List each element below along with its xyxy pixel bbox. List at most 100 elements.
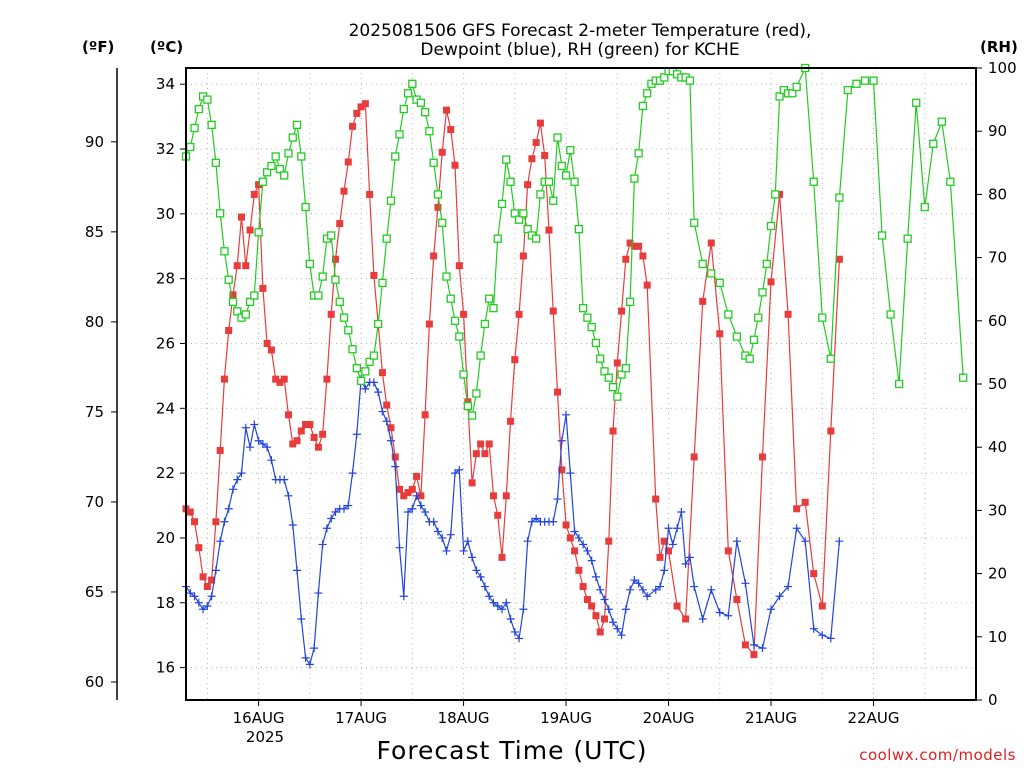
rh-point	[771, 190, 780, 199]
temperature-point	[558, 466, 566, 474]
temperature-point	[259, 284, 267, 292]
dewpoint-point	[241, 423, 250, 432]
dewpoint-point	[267, 456, 276, 465]
dewpoint-point	[327, 514, 336, 523]
dewpoint-point	[442, 546, 451, 555]
dewpoint-point	[429, 517, 438, 526]
rh-point	[245, 297, 255, 306]
temperature-point	[750, 651, 758, 659]
rh-point	[301, 202, 310, 212]
temperature-point	[447, 126, 455, 134]
dewpoint-point	[194, 598, 203, 607]
dewpoint-point	[651, 585, 660, 594]
rh-point	[318, 272, 327, 281]
rh-point	[788, 89, 797, 98]
dewpoint-point	[318, 540, 327, 549]
rh-point	[408, 79, 417, 88]
fahrenheit-tick-label: 70	[85, 493, 104, 511]
rh-point	[587, 322, 596, 332]
fahrenheit-tick-label: 75	[85, 403, 104, 421]
dewpoint-point	[493, 602, 502, 611]
temperature-point	[810, 570, 818, 578]
rh-unit-label: (RH)	[980, 38, 1018, 56]
temperature-point	[575, 566, 583, 574]
dewpoint-point	[455, 465, 464, 474]
rh-point	[600, 367, 609, 376]
temperature-point	[404, 489, 412, 497]
dewpoint-point	[288, 520, 297, 529]
rh-point	[314, 291, 323, 300]
celsius-tick-label: 18	[156, 594, 175, 612]
dewpoint-point	[510, 627, 519, 636]
rh-point	[356, 376, 366, 385]
temperature-point	[733, 596, 741, 604]
dewpoint-point	[617, 631, 626, 640]
rh-point	[420, 108, 430, 117]
temperature-point	[665, 547, 673, 555]
chart-title-line2: Dewpoint (blue), RH (green) for KCHE	[420, 40, 739, 60]
rh-point	[685, 76, 695, 85]
fahrenheit-tick-label: 65	[85, 583, 104, 601]
celsius-tick-label: 28	[156, 270, 175, 288]
temperature-point	[643, 281, 651, 289]
dewpoint-point	[685, 553, 694, 562]
temperature-point	[818, 602, 826, 610]
rh-point	[361, 367, 370, 376]
temperature-point	[596, 628, 604, 636]
dewpoint-point	[310, 644, 319, 653]
dewpoint-point	[331, 508, 340, 517]
temperature-point	[699, 297, 707, 305]
fahrenheit-tick-label: 80	[85, 313, 104, 331]
celsius-tick-label: 30	[156, 205, 175, 223]
dewpoint-point	[412, 491, 421, 500]
rh-point	[344, 326, 353, 335]
dewpoint-point	[792, 524, 801, 533]
rh-point	[809, 177, 818, 186]
dewpoint-point	[489, 598, 498, 607]
temperature-point	[349, 122, 357, 130]
grid-layer	[186, 68, 976, 700]
temperature-point	[361, 100, 369, 108]
rh-point	[536, 190, 545, 199]
credit-link[interactable]: coolwx.com/models	[859, 746, 1016, 764]
temperature-point	[767, 278, 775, 286]
rh-point	[762, 259, 771, 269]
temperature-point	[280, 375, 288, 383]
rh-point	[403, 89, 413, 98]
temperature-point	[502, 492, 510, 500]
dewpoint-point	[668, 540, 677, 549]
temperature-point	[656, 553, 664, 561]
rh-point	[818, 313, 827, 322]
temperature-point	[472, 450, 480, 458]
rh-point	[216, 209, 225, 218]
rh-point	[386, 196, 396, 205]
rh-point	[305, 259, 314, 269]
rh-point	[241, 310, 250, 319]
dewpoint-point	[741, 579, 750, 588]
dewpoint-point	[216, 537, 225, 546]
dewpoint-point	[574, 533, 583, 542]
rh-point	[186, 142, 195, 152]
dewpoint-point	[224, 504, 233, 513]
rh-point	[382, 234, 391, 243]
rh-point	[194, 104, 203, 114]
rh-point	[455, 332, 464, 341]
temperature-point	[383, 401, 391, 409]
rh-point	[519, 209, 528, 218]
temperature-point	[297, 427, 305, 435]
temperature-point	[460, 310, 468, 318]
plot-frame	[185, 67, 977, 701]
rh-point	[621, 364, 630, 373]
temperature-point	[554, 388, 562, 396]
rh-point	[604, 373, 613, 382]
temperature-point	[310, 433, 318, 441]
dewpoint-point	[707, 585, 716, 594]
dewpoint-point	[532, 514, 541, 523]
temperature-point	[468, 479, 476, 487]
dewpoint-point	[322, 524, 331, 533]
temperature-point	[541, 152, 549, 160]
dewpoint-point	[476, 572, 485, 581]
rh-point	[480, 319, 490, 329]
rh-point	[557, 161, 566, 171]
